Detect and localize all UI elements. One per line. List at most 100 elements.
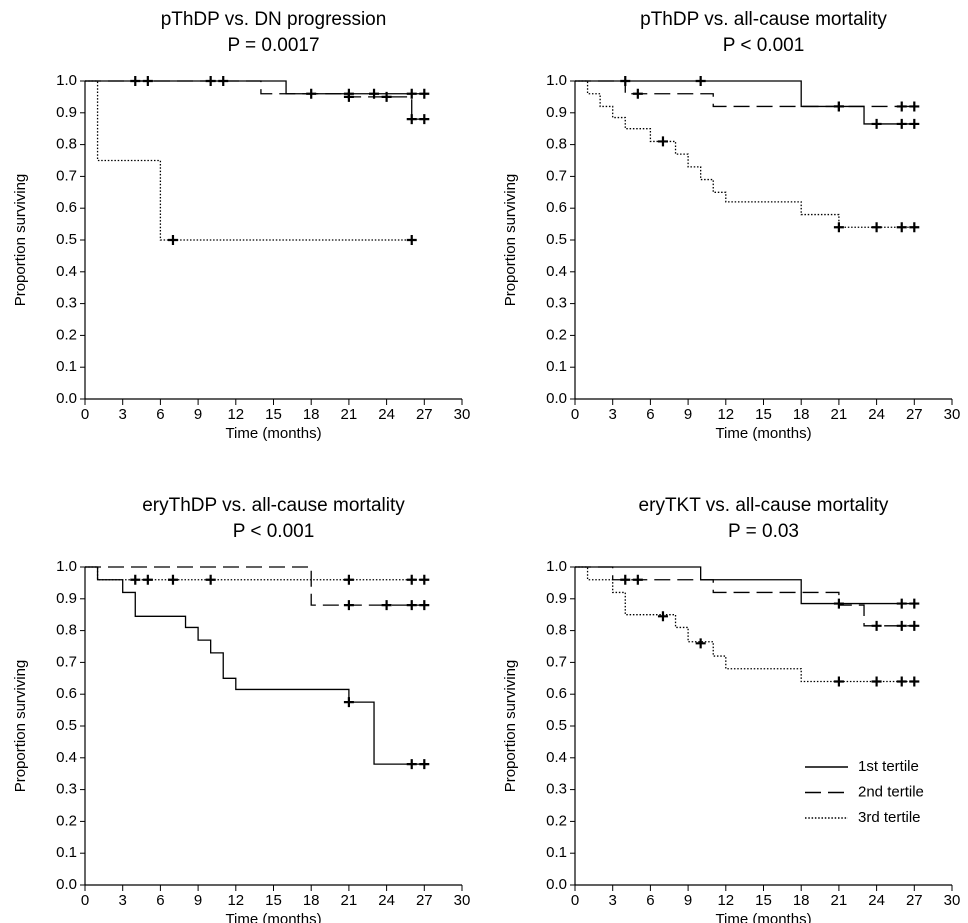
- censor-mark: [896, 676, 907, 687]
- censor-mark: [896, 620, 907, 631]
- censor-mark: [896, 118, 907, 129]
- censor-mark: [695, 638, 706, 649]
- y-tick-label: 0.1: [56, 844, 77, 861]
- y-tick-label: 0.3: [56, 781, 77, 798]
- x-tick-label: 12: [227, 406, 244, 423]
- y-tick-label: 0.5: [546, 231, 567, 248]
- x-tick-label: 6: [646, 406, 654, 423]
- x-tick-label: 24: [378, 406, 395, 423]
- y-tick-label: 0.1: [546, 844, 567, 861]
- survival-curve: [85, 566, 425, 765]
- x-tick-label: 15: [755, 892, 772, 909]
- censor-mark: [406, 235, 417, 245]
- x-tick-label: 27: [906, 892, 923, 909]
- censor-mark: [205, 574, 216, 585]
- chart-title: eryTKT vs. all-cause mortality: [639, 495, 889, 516]
- y-tick-label: 0.0: [546, 876, 567, 893]
- y-tick-label: 0.6: [56, 685, 77, 702]
- censor-mark: [896, 222, 907, 233]
- y-tick-label: 0.2: [56, 812, 77, 829]
- y-axis-label: Proportion surviving: [12, 660, 29, 793]
- x-tick-label: 27: [906, 406, 923, 423]
- chart-subtitle: P < 0.001: [233, 521, 315, 542]
- censor-mark: [833, 222, 844, 233]
- censor-mark: [130, 574, 141, 585]
- chart-title: pThDP vs. all-cause mortality: [640, 9, 887, 30]
- censor-mark: [871, 676, 882, 687]
- x-tick-label: 30: [454, 406, 471, 423]
- survival-curve: [575, 566, 915, 683]
- x-tick-label: 0: [571, 406, 579, 423]
- x-tick-label: 12: [717, 406, 734, 423]
- censor-mark: [909, 222, 920, 233]
- x-tick-label: 15: [265, 892, 282, 909]
- x-tick-label: 18: [303, 406, 320, 423]
- censor-mark: [896, 598, 907, 609]
- x-tick-label: 24: [868, 406, 885, 423]
- survival-curve: [575, 80, 915, 228]
- censor-mark: [343, 574, 354, 585]
- survival-curve: [575, 566, 915, 605]
- censor-mark: [909, 118, 920, 129]
- x-tick-label: 21: [341, 406, 358, 423]
- y-tick-label: 0.7: [546, 167, 567, 184]
- y-tick-label: 1.0: [56, 558, 77, 575]
- censor-mark: [167, 574, 178, 585]
- y-axis-label: Proportion surviving: [502, 174, 519, 307]
- x-tick-label: 6: [156, 406, 164, 423]
- y-tick-label: 0.9: [546, 104, 567, 121]
- x-tick-label: 6: [646, 892, 654, 909]
- y-tick-label: 0.9: [56, 104, 77, 121]
- survival-curve: [85, 80, 425, 120]
- y-tick-label: 1.0: [56, 72, 77, 89]
- censor-mark: [833, 101, 844, 112]
- y-tick-label: 0.1: [546, 358, 567, 375]
- censor-mark: [657, 611, 668, 622]
- legend-label: 1st tertile: [858, 758, 919, 775]
- censor-mark: [657, 136, 668, 147]
- censor-mark: [419, 759, 430, 770]
- x-axis-label: Time (months): [715, 425, 811, 442]
- censor-mark: [406, 759, 417, 770]
- censor-mark: [419, 600, 430, 611]
- x-axis-label: Time (months): [715, 911, 811, 923]
- y-tick-label: 0.4: [56, 749, 77, 766]
- censor-mark: [896, 101, 907, 112]
- y-tick-label: 0.8: [546, 136, 567, 153]
- x-tick-label: 9: [684, 406, 692, 423]
- legend-label: 2nd tertile: [858, 783, 924, 800]
- y-tick-label: 0.7: [56, 167, 77, 184]
- y-tick-label: 0.3: [56, 295, 77, 312]
- y-tick-label: 1.0: [546, 72, 567, 89]
- x-tick-label: 18: [793, 892, 810, 909]
- x-tick-label: 6: [156, 892, 164, 909]
- censor-mark: [142, 76, 153, 86]
- censor-mark: [833, 676, 844, 687]
- y-tick-label: 1.0: [546, 558, 567, 575]
- y-tick-label: 0.5: [56, 717, 77, 734]
- censor-mark: [871, 620, 882, 631]
- survival-curve: [85, 80, 412, 241]
- y-tick-label: 0.8: [56, 136, 77, 153]
- censor-mark: [406, 574, 417, 585]
- y-tick-label: 0.5: [56, 231, 77, 248]
- chart-title: eryThDP vs. all-cause mortality: [142, 495, 405, 516]
- chart-subtitle: P < 0.001: [723, 35, 805, 56]
- y-tick-label: 0.6: [546, 199, 567, 216]
- y-tick-label: 0.4: [56, 263, 77, 280]
- y-axis-label: Proportion surviving: [502, 660, 519, 793]
- y-axis-label: Proportion surviving: [12, 174, 29, 307]
- y-tick-label: 0.0: [56, 390, 77, 407]
- x-tick-label: 15: [755, 406, 772, 423]
- x-tick-label: 27: [416, 406, 433, 423]
- censor-mark: [343, 600, 354, 611]
- x-tick-label: 21: [831, 406, 848, 423]
- censor-mark: [406, 114, 417, 125]
- censor-mark: [218, 76, 229, 86]
- censor-mark: [406, 600, 417, 611]
- y-tick-label: 0.7: [56, 653, 77, 670]
- x-axis-label: Time (months): [225, 425, 321, 442]
- y-tick-label: 0.3: [546, 295, 567, 312]
- legend-label: 3rd tertile: [858, 809, 921, 826]
